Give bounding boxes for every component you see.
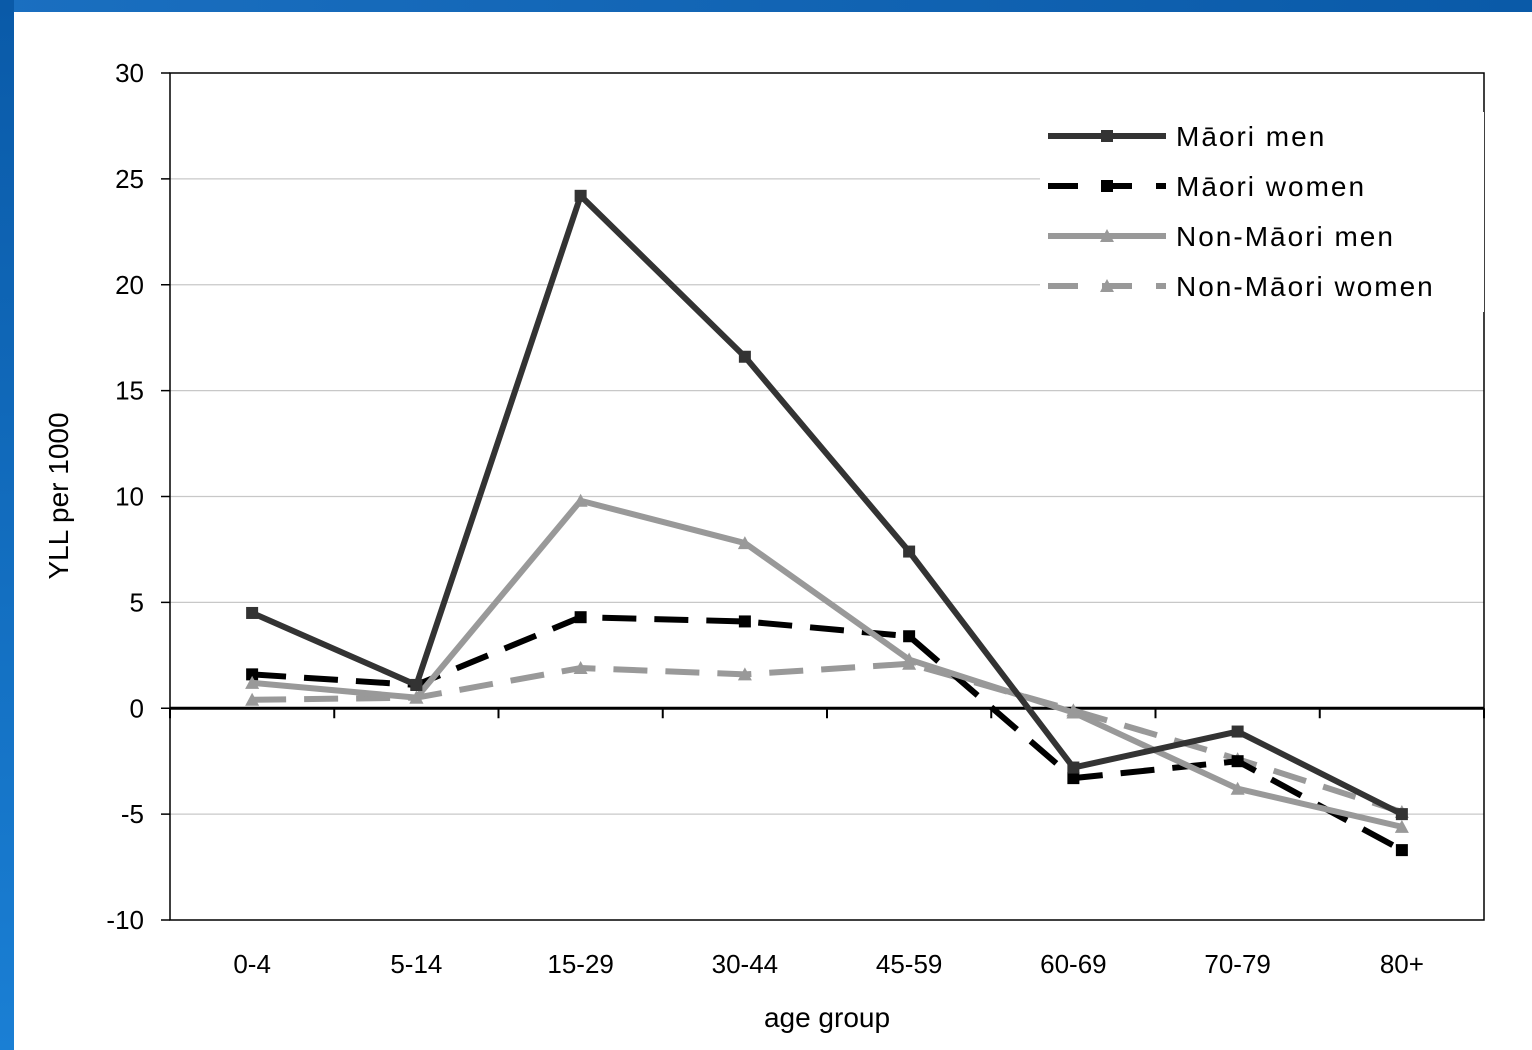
data-point [573, 661, 588, 675]
data-point [738, 350, 751, 363]
data-point [246, 668, 259, 681]
data-point [1395, 844, 1408, 857]
series-line [251, 614, 1404, 853]
x-category-label: 70-79 [1204, 949, 1271, 979]
data-point [246, 606, 259, 619]
x-category-label: 80+ [1380, 949, 1424, 979]
data-point [737, 667, 752, 681]
data-point [574, 189, 587, 202]
data-point [1395, 808, 1408, 821]
x-axis-title: age group [764, 1002, 890, 1033]
legend-swatch-marker [1100, 279, 1114, 292]
y-tick-label: -10 [106, 905, 144, 935]
data-point [245, 692, 260, 706]
data-point [1230, 781, 1245, 795]
data-point [573, 493, 588, 507]
data-point [410, 678, 423, 691]
data-point [738, 615, 751, 628]
x-category-label: 30-44 [712, 949, 779, 979]
data-point [1231, 755, 1244, 768]
y-axis-title: YLL per 1000 [43, 412, 74, 579]
legend: Māori men Māori women Non-Māori men Non-Māo… [1040, 112, 1484, 312]
x-category-label: 0-4 [233, 949, 271, 979]
series-line [251, 497, 1403, 830]
series-line [250, 192, 1404, 817]
x-category-label: 60-69 [1040, 949, 1107, 979]
x-category-label: 5-14 [390, 949, 442, 979]
legend-swatch-marker [1101, 180, 1113, 192]
axes: 30 25 20 15 10 5 0 -5 -10 0-4 5-14 15-29 30-44 45-59 6… [106, 58, 1485, 979]
y-tick-label: 0 [130, 693, 144, 723]
data-point [1067, 761, 1080, 774]
y-tick-label: 25 [115, 164, 144, 194]
data-point [1067, 772, 1080, 785]
y-tick-label: -5 [121, 799, 144, 829]
series-non-m-ori-men [245, 493, 1409, 833]
legend-swatch-marker [1100, 229, 1114, 242]
x-category-label: 15-29 [547, 949, 614, 979]
legend-label: Non-Māori women [1176, 271, 1435, 302]
y-tick-label: 5 [130, 587, 144, 617]
legend-label: Non-Māori men [1176, 221, 1395, 252]
data-point [1394, 819, 1409, 833]
data-point [409, 690, 424, 704]
y-tick-label: 10 [115, 482, 144, 512]
slide-left-bar [0, 0, 14, 1050]
data-point [1066, 705, 1081, 719]
slide-top-bar [0, 0, 1532, 12]
data-point [574, 611, 587, 624]
series [245, 189, 1409, 857]
y-tick-label: 30 [115, 58, 144, 88]
data-point [245, 675, 260, 689]
data-point [903, 630, 916, 643]
series-m-ori-men [246, 189, 1408, 821]
y-tick-label: 20 [115, 270, 144, 300]
data-point [1231, 725, 1244, 738]
data-point [902, 652, 917, 666]
legend-swatch-marker [1101, 130, 1113, 142]
legend-label: Māori men [1176, 121, 1326, 152]
legend-box [1040, 112, 1484, 312]
legend-label: Māori women [1176, 171, 1366, 202]
data-point [737, 536, 752, 550]
data-point [903, 545, 916, 558]
series-line [252, 660, 1403, 815]
x-category-label: 45-59 [876, 949, 943, 979]
y-tick-label: 15 [115, 376, 144, 406]
